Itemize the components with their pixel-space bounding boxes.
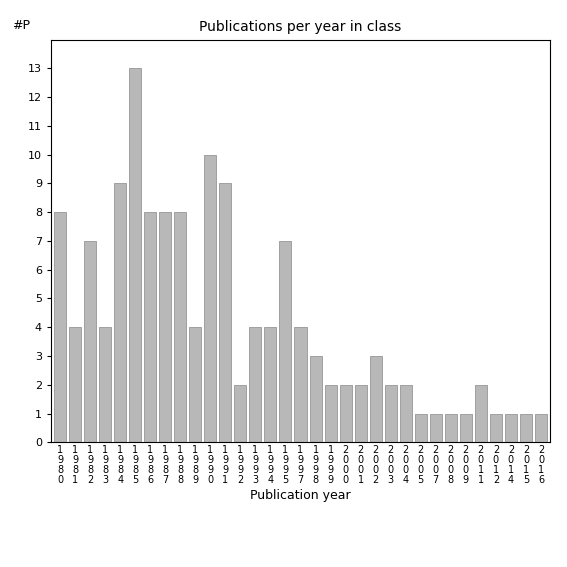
Bar: [189, 327, 201, 442]
Bar: [370, 356, 382, 442]
Bar: [234, 385, 247, 442]
Bar: [249, 327, 261, 442]
Bar: [144, 212, 156, 442]
Bar: [490, 413, 502, 442]
Bar: [54, 212, 66, 442]
Bar: [400, 385, 412, 442]
Bar: [414, 413, 427, 442]
Y-axis label: #P: #P: [12, 19, 30, 32]
Bar: [294, 327, 307, 442]
Bar: [280, 241, 291, 442]
Bar: [99, 327, 111, 442]
Bar: [475, 385, 487, 442]
Bar: [520, 413, 532, 442]
Bar: [324, 385, 337, 442]
Bar: [114, 184, 126, 442]
Bar: [535, 413, 547, 442]
Bar: [69, 327, 81, 442]
Bar: [84, 241, 96, 442]
Bar: [354, 385, 367, 442]
Bar: [174, 212, 187, 442]
Bar: [430, 413, 442, 442]
Bar: [505, 413, 517, 442]
Bar: [460, 413, 472, 442]
Title: Publications per year in class: Publications per year in class: [200, 20, 401, 35]
Bar: [264, 327, 277, 442]
Bar: [159, 212, 171, 442]
Bar: [219, 184, 231, 442]
Bar: [445, 413, 457, 442]
Bar: [129, 69, 141, 442]
X-axis label: Publication year: Publication year: [250, 489, 351, 502]
Bar: [384, 385, 397, 442]
Bar: [340, 385, 352, 442]
Bar: [310, 356, 321, 442]
Bar: [204, 155, 217, 442]
